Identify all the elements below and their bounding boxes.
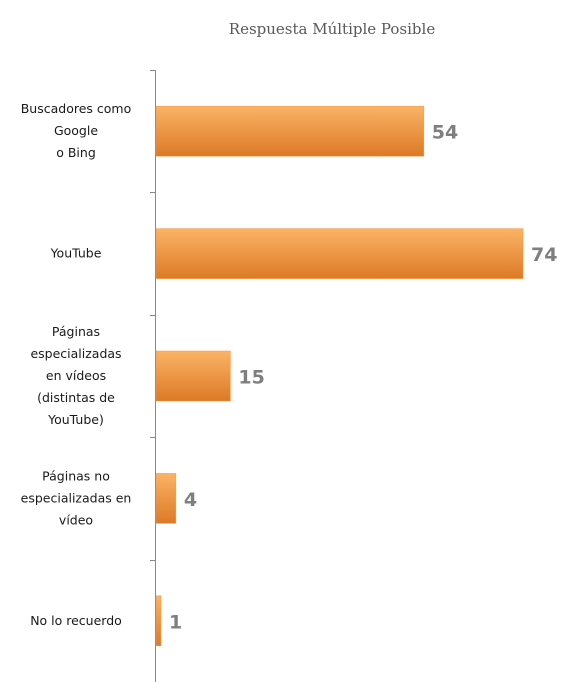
data-label: 74 xyxy=(531,244,557,266)
y-tick-label: Buscadores como Google o Bing xyxy=(21,101,132,160)
bar xyxy=(155,473,177,524)
data-label: 1 xyxy=(169,611,182,633)
data-label: 15 xyxy=(238,367,264,389)
chart-title: Respuesta Múltiple Posible xyxy=(229,20,436,38)
label-line: vídeo xyxy=(59,512,93,527)
label-line: o Bing xyxy=(56,145,96,160)
y-tick-label: No lo recuerdo xyxy=(30,613,122,628)
label-line: especializadas xyxy=(30,346,121,361)
data-label: 4 xyxy=(184,489,197,511)
label-line: Buscadores como xyxy=(21,101,132,116)
label-line: YouTube xyxy=(50,246,102,261)
label-line: YouTube) xyxy=(47,412,104,427)
label-line: especializadas en xyxy=(21,490,132,505)
y-tick-label: Páginas no especializadas en vídeo xyxy=(21,468,132,527)
label-line: en vídeos xyxy=(46,368,106,383)
bar xyxy=(155,350,231,402)
y-tick-label: YouTube xyxy=(50,246,102,261)
label-line: Páginas no xyxy=(42,468,110,483)
label-line: Páginas xyxy=(52,324,100,339)
label-line: Google xyxy=(54,123,98,138)
data-label: 54 xyxy=(432,122,458,144)
bar xyxy=(155,105,425,157)
label-line: No lo recuerdo xyxy=(30,613,122,628)
bar xyxy=(155,595,162,647)
bar xyxy=(155,228,524,279)
label-line: (distintas de xyxy=(37,390,115,405)
y-tick-label: Páginas especializadas en vídeos (distintas… xyxy=(30,324,121,427)
